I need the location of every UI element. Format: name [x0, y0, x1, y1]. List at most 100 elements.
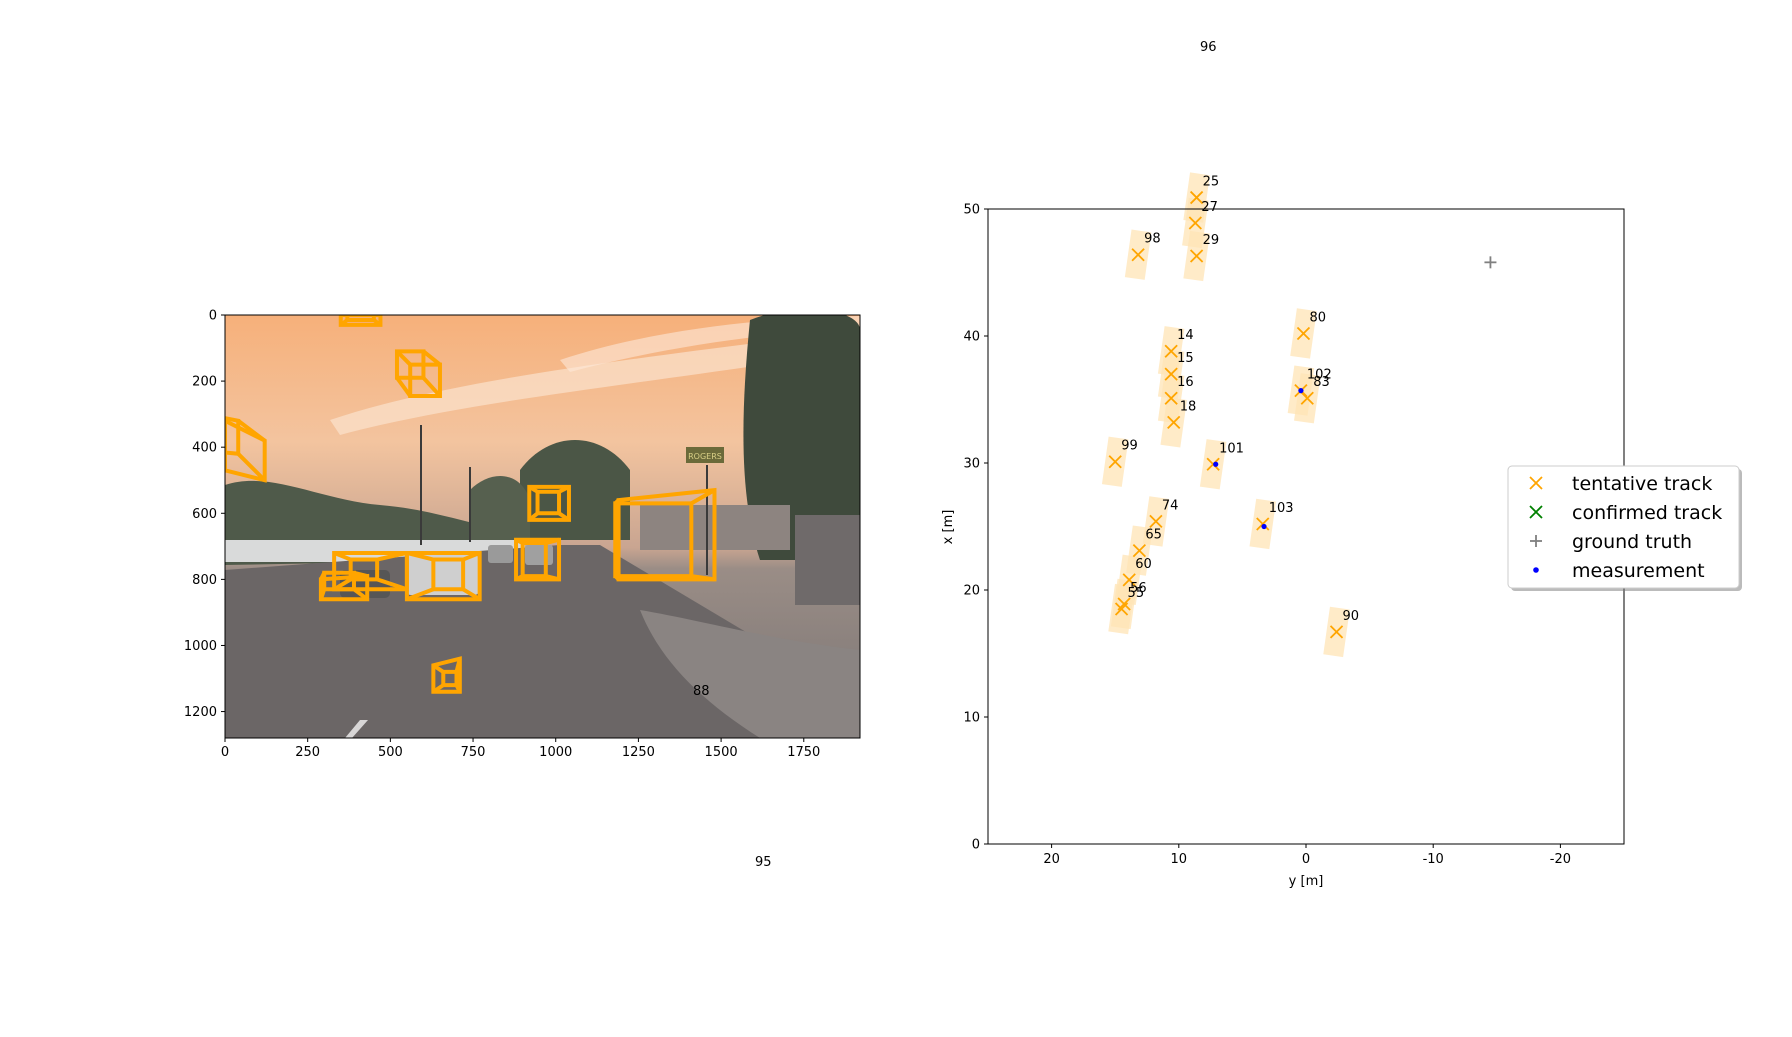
bev-y-axis: 0 10 20 30 40 50 [963, 203, 988, 853]
bev-y-tick-label: 30 [963, 457, 980, 472]
track-id-label: 18 [1180, 399, 1197, 414]
stray-label-96: 96 [1200, 40, 1217, 55]
camera-y-tick-label: 1200 [184, 705, 217, 720]
camera-3d-box [527, 484, 571, 522]
legend-label: ground truth [1572, 531, 1692, 553]
bev-x-tick-label: 0 [1302, 852, 1310, 867]
track-id-label: 55 [1128, 586, 1145, 601]
camera-y-tick-label: 1000 [184, 639, 217, 654]
camera-y-axis: 0 200 400 600 800 1000 1200 [184, 309, 225, 720]
stray-track-labels: 96 95 88 [693, 40, 1217, 870]
tentative-track-marker [1132, 543, 1147, 558]
tentative-track-marker [1167, 415, 1181, 429]
scene-sign-text: ROGERS [688, 452, 722, 461]
tentative-track-marker [1188, 216, 1202, 230]
legend-tentative-icon [1529, 476, 1543, 490]
tentative-track-marker [1108, 455, 1122, 469]
track-id-label: 80 [1309, 310, 1326, 325]
track-id-label: 25 [1203, 175, 1220, 190]
measurement-point [1213, 461, 1219, 467]
legend-entry: tentative track [1529, 473, 1712, 495]
track-id-label: 99 [1121, 439, 1138, 454]
tentative-track-marker [1122, 573, 1136, 587]
bev-x-axis-label: y [m] [1289, 874, 1324, 889]
legend-label: confirmed track [1572, 502, 1722, 524]
legend-entry: confirmed track [1529, 502, 1722, 524]
bev-panel: 20 10 0 -10 -20 0 10 20 30 40 50 25 27 29 98 14 15 16 18… [941, 172, 1625, 889]
camera-3d-boxes [225, 315, 717, 694]
bev-y-tick-label: 10 [963, 711, 980, 726]
track-id-label: 98 [1144, 232, 1161, 247]
camera-3d-box [318, 570, 370, 602]
camera-x-tick-label: 1000 [539, 745, 572, 760]
legend: tentative track confirmed track ground tru… [1507, 465, 1742, 591]
track-id-label: 14 [1177, 328, 1194, 343]
tentative-track-marker [1149, 514, 1163, 529]
tentative-track-marker [1329, 625, 1344, 639]
tentative-track-marker [1300, 391, 1314, 405]
measurement-point [1298, 388, 1304, 394]
stray-label-88: 88 [693, 684, 710, 699]
legend-entry: measurement [1533, 560, 1705, 582]
bev-y-axis-label: x [m] [941, 510, 956, 545]
camera-y-tick-label: 800 [192, 573, 217, 588]
track-id-label: 90 [1343, 609, 1360, 624]
camera-panel: ROGERS 0 250 500 750 1000 1250 1500 1750 0 200 40… [184, 309, 861, 760]
bev-x-tick-label: -10 [1423, 852, 1444, 867]
camera-x-axis: 0 250 500 750 1000 1250 1500 1750 [221, 738, 820, 760]
legend-measurement-icon [1533, 567, 1539, 573]
tentative-track-marker [1114, 602, 1129, 616]
bev-y-tick-label: 0 [972, 838, 980, 853]
tentative-track-marker [1189, 249, 1204, 263]
camera-x-tick-label: 250 [295, 745, 320, 760]
bev-x-tick-label: -20 [1550, 852, 1571, 867]
track-id-label: 29 [1203, 233, 1220, 248]
ground-truth-marker [1484, 256, 1497, 269]
stray-label-95: 95 [755, 855, 772, 870]
track-id-label: 103 [1269, 501, 1294, 516]
legend-ground-truth-icon [1530, 535, 1542, 547]
track-id-label: 16 [1177, 375, 1194, 390]
legend-label: measurement [1572, 560, 1705, 582]
camera-image: ROGERS [225, 315, 860, 738]
track-id-label: 60 [1135, 557, 1152, 572]
camera-y-tick-label: 400 [192, 441, 217, 456]
camera-x-tick-label: 500 [378, 745, 403, 760]
camera-3d-box [431, 656, 462, 694]
camera-y-tick-label: 0 [209, 309, 217, 324]
camera-x-tick-label: 750 [461, 745, 486, 760]
track-id-label: 83 [1313, 375, 1330, 390]
legend-confirmed-icon [1529, 505, 1543, 519]
track-id-label: 56 [1130, 581, 1147, 596]
track-markers [1108, 190, 1497, 639]
track-id-label: 27 [1201, 200, 1218, 215]
track-id-label: 65 [1145, 528, 1162, 543]
bev-x-tick-label: 20 [1043, 852, 1060, 867]
tentative-track-marker [1256, 517, 1270, 531]
tentative-track-marker [1189, 190, 1204, 205]
bev-x-axis: 20 10 0 -10 -20 [1043, 844, 1571, 867]
camera-3d-box [338, 315, 383, 327]
track-id-label: 74 [1162, 498, 1179, 513]
legend-entry: ground truth [1530, 531, 1692, 553]
tentative-track-marker [1164, 344, 1178, 358]
camera-x-tick-label: 1500 [705, 745, 738, 760]
track-id-label: 15 [1177, 351, 1194, 366]
bev-y-tick-label: 50 [963, 203, 980, 218]
camera-y-tick-label: 200 [192, 375, 217, 390]
tentative-track-marker [1296, 326, 1311, 341]
camera-y-tick-label: 600 [192, 507, 217, 522]
camera-3d-box [404, 550, 482, 602]
camera-3d-box [394, 349, 442, 398]
camera-x-tick-label: 1250 [622, 745, 655, 760]
camera-3d-box [514, 537, 562, 582]
camera-x-tick-label: 0 [221, 745, 229, 760]
tentative-track-marker [1164, 367, 1178, 381]
bev-x-tick-label: 10 [1171, 852, 1188, 867]
tentative-track-marker [1131, 248, 1145, 262]
tentative-track-marker [1164, 391, 1178, 405]
bev-y-tick-label: 40 [963, 330, 980, 345]
bev-y-tick-label: 20 [963, 584, 980, 599]
